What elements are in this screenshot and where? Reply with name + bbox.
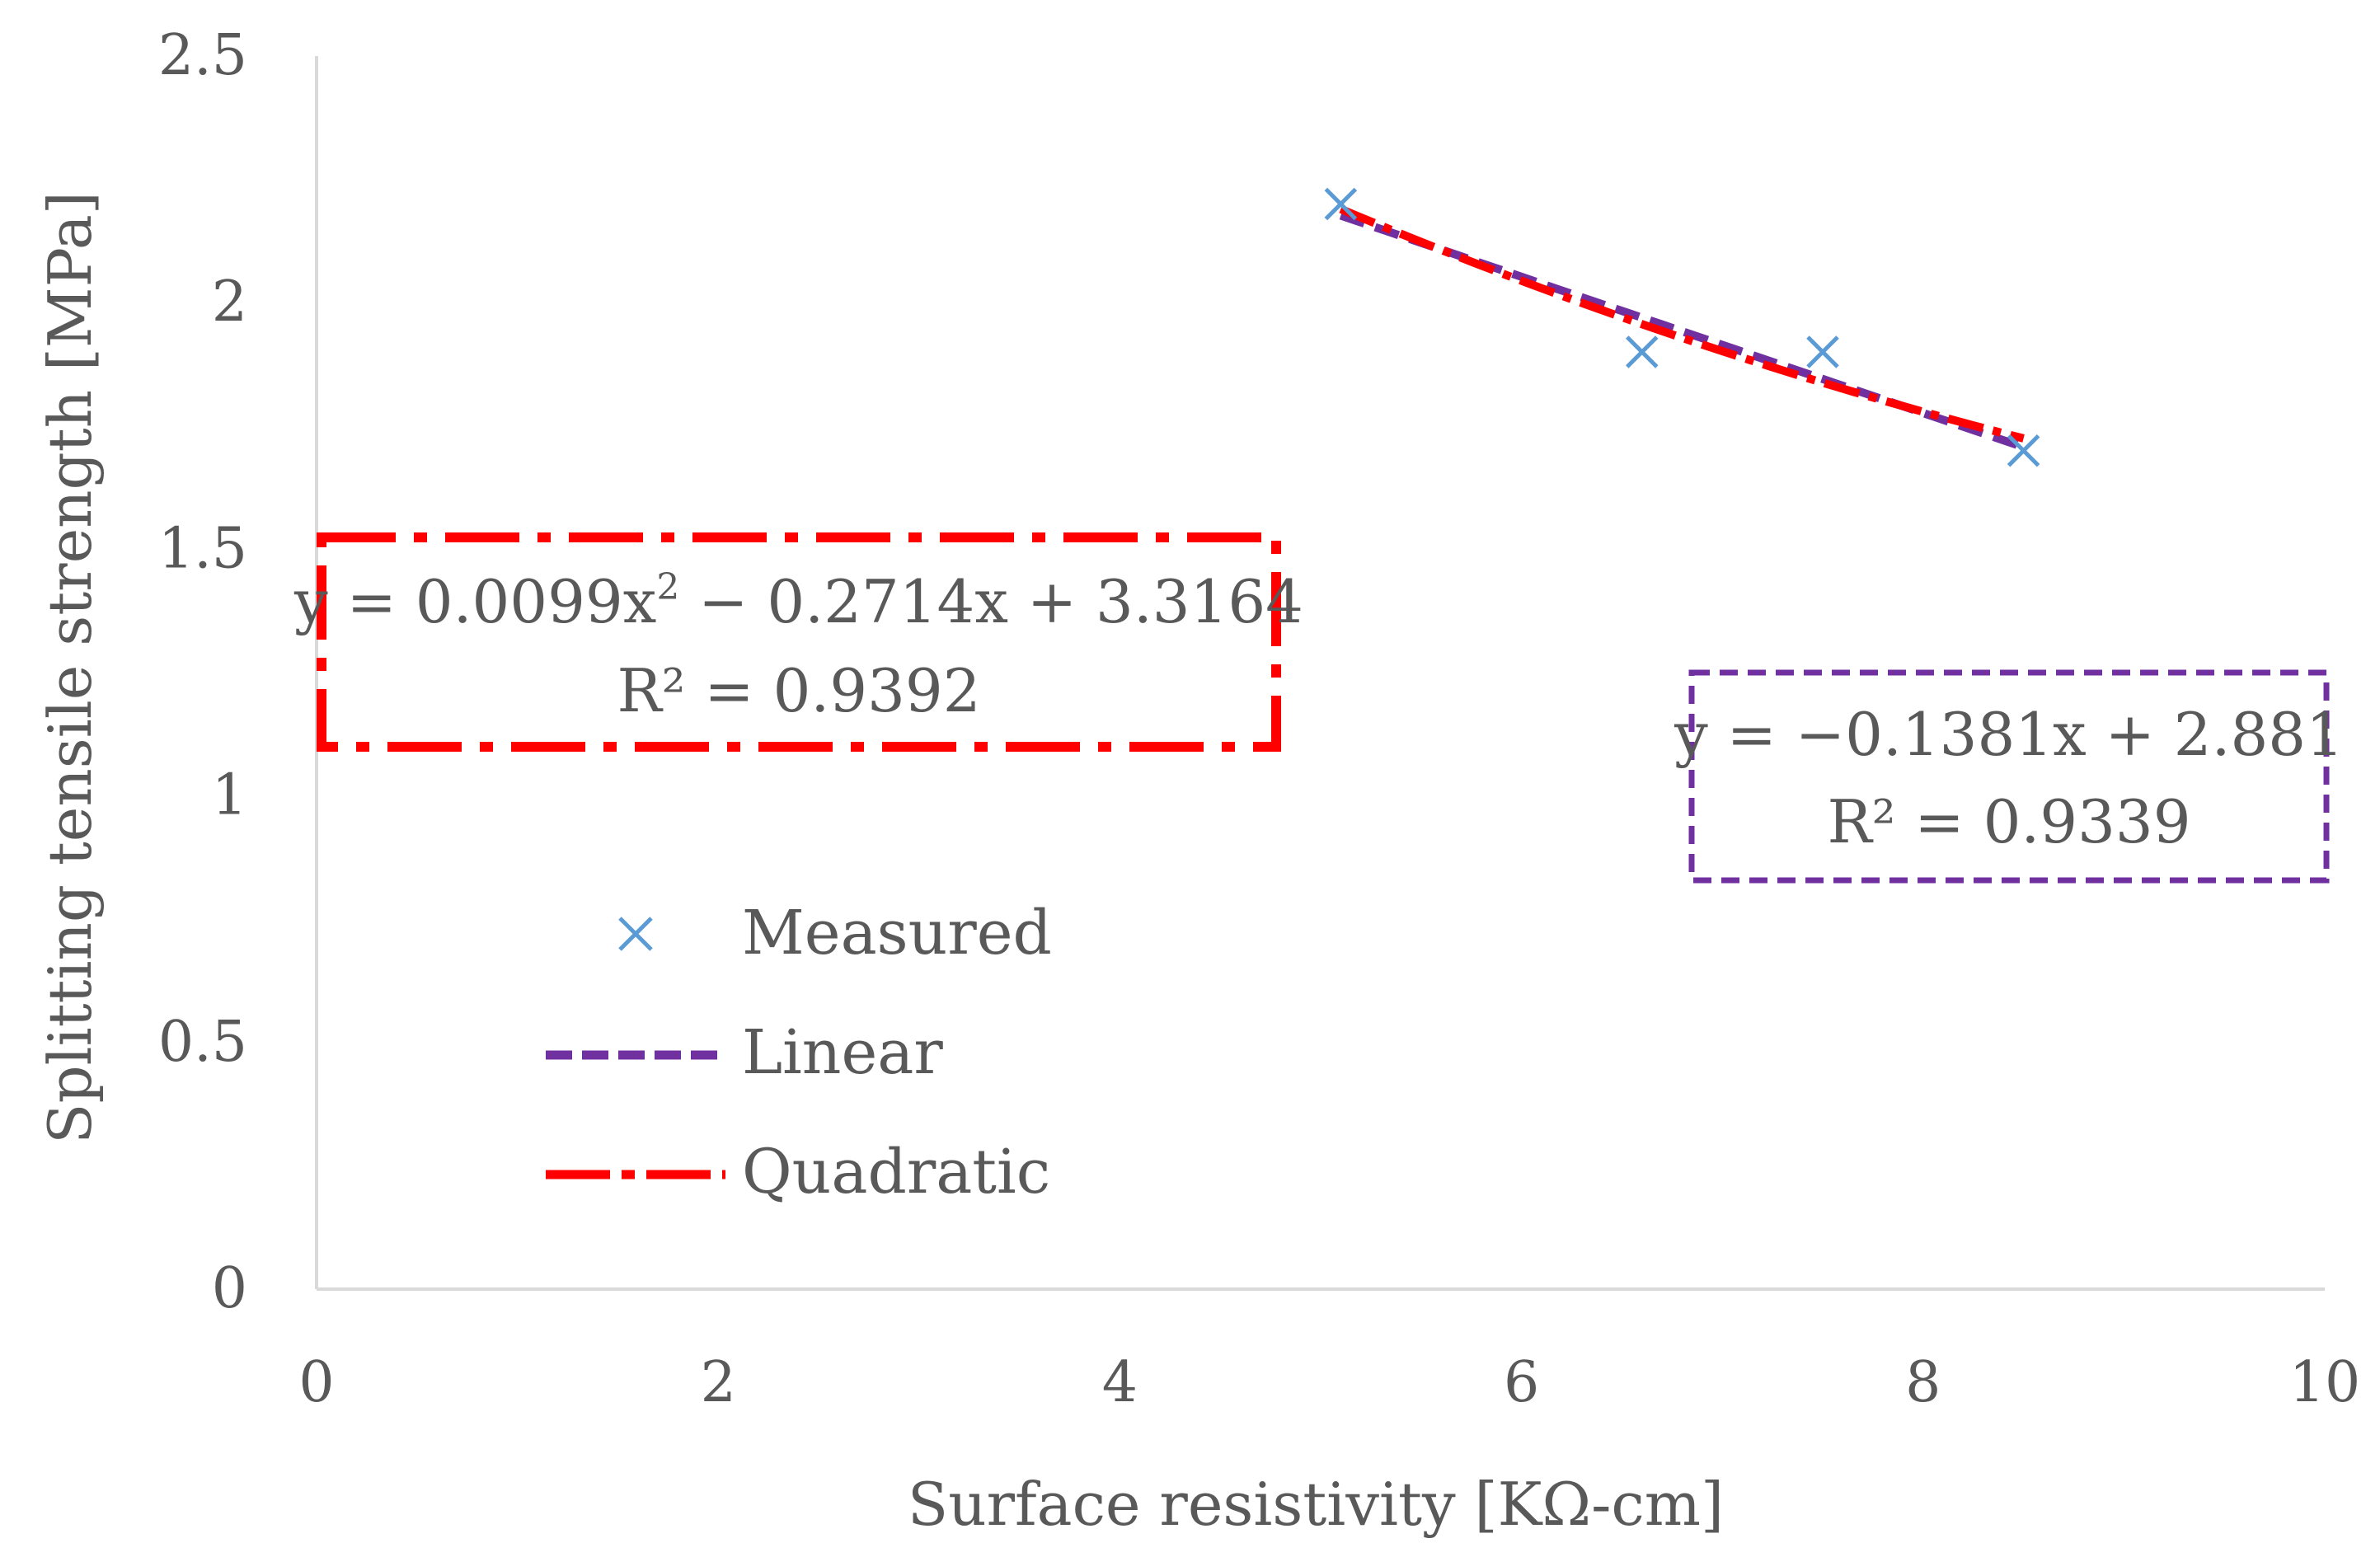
measured-markers <box>1324 187 2040 467</box>
legend-item-quadratic: Quadratic <box>546 1137 1050 1208</box>
y-tick-label: 2 <box>212 270 247 335</box>
legend-x-glyph <box>618 917 653 951</box>
x-tick-labels: 0 2 4 6 8 10 <box>298 1350 2360 1415</box>
legend-linear-label: Linear <box>742 1017 943 1088</box>
y-tick-label: 0 <box>212 1256 247 1321</box>
measured-point <box>2007 434 2040 467</box>
x-tick-label: 0 <box>298 1350 334 1415</box>
x-tick-label: 2 <box>701 1350 736 1415</box>
legend: Measured Linear Quadratic <box>546 898 1052 1208</box>
legend-measured-marker <box>618 917 653 951</box>
y-tick-label: 2.5 <box>158 23 247 88</box>
legend-item-linear: Linear <box>546 1017 943 1088</box>
measured-point <box>1324 187 1358 221</box>
x-tick-label: 10 <box>2289 1350 2361 1415</box>
y-axis-title: Splitting tensile strength [MPa] <box>35 191 105 1144</box>
linear-equation-box: y = −0.1381x + 2.881 R² = 0.9339 <box>1674 669 2344 884</box>
linear-box-border <box>1688 669 2330 884</box>
quadratic-equation-box: y = 0.0099x2 − 0.2714x + 3.3164 R² = 0.9… <box>293 532 1303 752</box>
legend-quadratic-label: Quadratic <box>742 1137 1050 1208</box>
quadratic-r2: R² = 0.9392 <box>617 656 980 725</box>
x-tick-label: 6 <box>1504 1350 1539 1415</box>
measured-point <box>1625 335 1659 368</box>
measured-point <box>1806 335 1839 368</box>
quadratic-equation: y = 0.0099x2 − 0.2714x + 3.3164 <box>293 566 1303 636</box>
x-tick-label: 4 <box>1102 1350 1138 1415</box>
x-axis-title: Surface resistivity [KΩ-cm] <box>908 1470 1724 1539</box>
linear-fit-line <box>1339 211 2026 452</box>
x-tick-label: 8 <box>1905 1350 1941 1415</box>
y-tick-label: 0.5 <box>158 1010 247 1075</box>
legend-item-measured: Measured <box>618 898 1052 968</box>
y-tick-label: 1.5 <box>158 516 247 581</box>
linear-r2: R² = 0.9339 <box>1827 787 2190 856</box>
y-tick-label: 1 <box>212 763 247 828</box>
linear-equation: y = −0.1381x + 2.881 <box>1674 700 2344 769</box>
legend-measured-label: Measured <box>742 898 1052 968</box>
quadratic-fit-line <box>1339 204 2025 443</box>
y-tick-labels: 0 0.5 1 1.5 2 2.5 <box>158 23 247 1321</box>
quadratic-box-border <box>317 532 1281 752</box>
